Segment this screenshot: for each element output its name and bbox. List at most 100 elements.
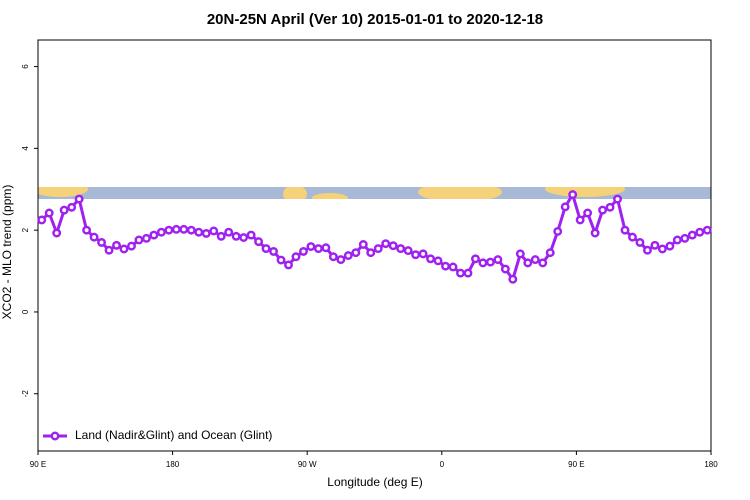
data-point	[179, 224, 189, 234]
data-point	[186, 225, 196, 235]
data-point	[104, 245, 114, 255]
data-point	[52, 228, 62, 238]
data-point	[37, 215, 47, 225]
map-strip	[38, 187, 711, 199]
x-tick-label: 90 E	[568, 460, 584, 469]
legend-marker	[50, 431, 60, 441]
data-point	[463, 268, 473, 278]
data-point	[500, 264, 510, 274]
data-point	[97, 237, 107, 247]
data-point	[687, 230, 697, 240]
data-point	[239, 233, 249, 242]
data-point	[538, 258, 548, 268]
data-point	[291, 252, 301, 262]
data-point	[119, 244, 129, 254]
data-point	[441, 261, 450, 271]
data-point	[44, 208, 54, 218]
data-point	[112, 240, 121, 250]
x-tick-label: 90 W	[298, 460, 317, 469]
data-point	[433, 256, 443, 266]
data-point	[583, 208, 593, 218]
data-point	[388, 241, 398, 251]
data-point	[553, 226, 563, 236]
data-point	[590, 228, 600, 238]
data-point	[523, 258, 533, 268]
data-point	[74, 194, 84, 204]
data-point	[313, 244, 323, 254]
data-point	[216, 231, 226, 241]
data-point	[478, 258, 488, 268]
data-point	[328, 252, 338, 262]
data-point	[426, 254, 436, 264]
data-point	[306, 242, 316, 251]
data-point	[194, 227, 204, 237]
data-point	[351, 248, 361, 258]
data-point	[560, 202, 570, 212]
data-point	[628, 232, 637, 242]
x-tick-label: 180	[166, 460, 180, 469]
data-point	[231, 231, 241, 241]
data-point	[276, 255, 286, 265]
data-point	[224, 227, 234, 237]
x-tick-label: 90 E	[30, 460, 46, 469]
data-point	[343, 251, 353, 260]
y-tick-label: -2	[21, 390, 30, 398]
data-point	[575, 215, 585, 225]
data-point	[358, 240, 368, 249]
y-tick-label: 4	[21, 146, 30, 151]
data-point	[642, 245, 652, 255]
data-point	[59, 205, 69, 215]
data-point	[448, 262, 458, 272]
x-tick-label: 0	[440, 460, 445, 469]
data-point	[261, 244, 271, 254]
data-point	[209, 226, 219, 236]
data-point	[127, 241, 136, 251]
data-point	[568, 190, 578, 200]
data-point	[613, 194, 622, 204]
data-point	[508, 274, 518, 284]
y-axis-label: XCO2 - MLO trend (ppm)	[0, 185, 14, 320]
data-point	[149, 230, 159, 240]
data-point	[493, 255, 503, 265]
data-point	[134, 235, 144, 245]
chart-title: 20N-25N April (Ver 10) 2015-01-01 to 202…	[207, 11, 543, 28]
data-point	[620, 225, 630, 235]
data-point	[418, 249, 428, 259]
data-point	[164, 225, 174, 235]
legend-label: Land (Nadir&Glint) and Ocean (Glint)	[75, 428, 272, 442]
data-point	[456, 268, 465, 278]
y-tick-label: 2	[21, 227, 30, 232]
data-point	[695, 227, 705, 237]
data-point	[657, 244, 667, 254]
data-point	[396, 244, 406, 254]
data-point	[336, 255, 346, 265]
data-point	[269, 246, 278, 256]
data-point	[373, 244, 383, 254]
x-axis-label: Longitude (deg E)	[327, 475, 422, 489]
data-point	[89, 232, 99, 242]
data-point	[605, 202, 615, 212]
data-point	[156, 227, 166, 237]
data-point	[284, 260, 293, 270]
plot-frame	[37, 39, 712, 452]
data-point	[702, 225, 712, 235]
data-point	[141, 233, 151, 243]
data-point	[635, 237, 645, 247]
data-point	[650, 240, 660, 250]
data-point	[485, 257, 495, 267]
data-point	[366, 248, 376, 258]
data-point	[403, 246, 413, 256]
data-point	[545, 248, 555, 258]
data-point	[246, 230, 256, 240]
data-point	[171, 224, 181, 234]
data-point	[299, 246, 308, 256]
data-point	[515, 249, 525, 259]
data-point	[471, 254, 480, 264]
y-tick-label: 6	[21, 64, 30, 69]
x-tick-label: 180	[704, 460, 718, 469]
data-point	[67, 202, 77, 212]
data-point	[672, 235, 682, 245]
data-point	[381, 239, 391, 249]
data-point	[82, 225, 92, 235]
